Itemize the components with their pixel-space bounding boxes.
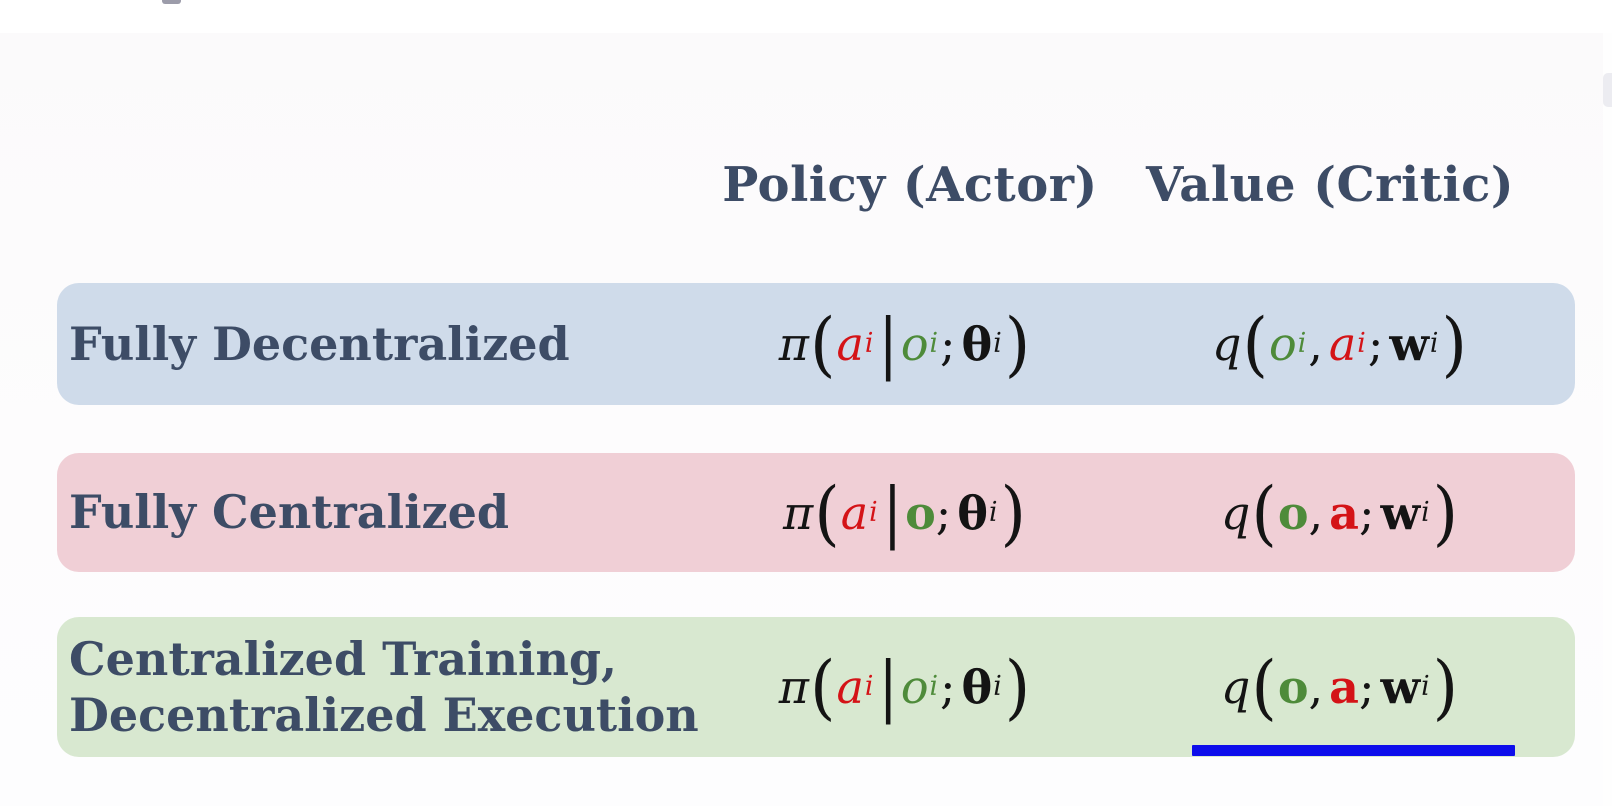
row-label: Fully Centralized — [69, 453, 509, 572]
policy-formula: π(a i | o; θ i) — [783, 471, 1026, 554]
policy-formula-cell: π(a i | o; θ i) — [690, 453, 1120, 572]
policy-formula: π(a i | o i; θ i) — [778, 302, 1031, 386]
value-formula: q(o i, a i; w i) — [1212, 302, 1467, 386]
row-label-line-2: Decentralized Execution — [69, 688, 699, 742]
row-label-line-1: Centralized Training, — [69, 631, 618, 686]
column-header-value-critic: Value (Critic) — [1145, 157, 1515, 213]
row-label-line-1: Fully Decentralized — [69, 316, 570, 371]
value-formula-cell: q(o, a; w i) — [1125, 617, 1555, 757]
critic-highlight-underline — [1192, 745, 1515, 756]
right-edge-strip — [1603, 33, 1612, 806]
policy-formula-cell: π(a i | o i; θ i) — [690, 617, 1120, 757]
row-label: Fully Decentralized — [69, 283, 570, 405]
row-label: Centralized Training, Decentralized Exec… — [69, 617, 699, 757]
policy-formula: π(a i | o i; θ i) — [778, 645, 1031, 729]
row-label-line-1: Fully Centralized — [69, 485, 510, 540]
column-header-policy-actor: Policy (Actor) — [722, 157, 1098, 213]
scrollbar-thumb-fragment[interactable] — [1603, 73, 1612, 107]
table-row-ctde: Centralized Training, Decentralized Exec… — [57, 617, 1575, 757]
value-formula-cell: q(o i, a i; w i) — [1125, 283, 1555, 405]
value-formula: q(o, a; w i) — [1220, 645, 1459, 729]
table-row-fully-decentralized: Fully Decentralized π(a i | o i; θ i) q(o i, a i;… — [57, 283, 1575, 405]
value-formula-cell: q(o, a; w i) — [1125, 453, 1555, 572]
top-white-strip — [0, 0, 1612, 33]
table-row-fully-centralized: Fully Centralized π(a i | o; θ i) q(o, a; w i) — [57, 453, 1575, 572]
value-formula: q(o, a; w i) — [1220, 471, 1459, 554]
cropped-ui-artifact — [162, 0, 181, 4]
policy-formula-cell: π(a i | o i; θ i) — [690, 283, 1120, 405]
